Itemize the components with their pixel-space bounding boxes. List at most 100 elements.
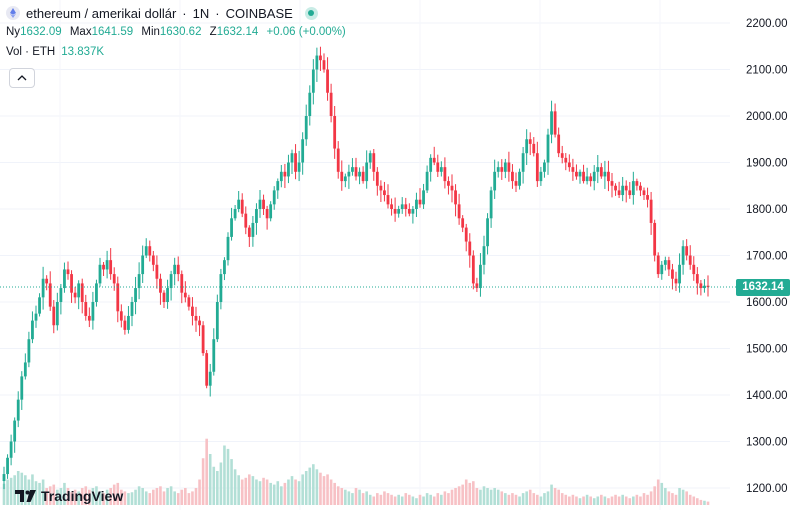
volume-bar [112,484,116,505]
candle-body [13,420,17,442]
candle-body [333,116,337,149]
y-tick-label: 2100.00 [746,65,788,77]
candle-body [255,209,258,223]
candle-body [525,139,529,154]
collapse-legend-button[interactable] [9,68,35,88]
candle-body [80,283,84,302]
low-label: Min [141,26,160,38]
candle-body [127,315,130,330]
candle-body [447,181,450,186]
volume-bar [265,479,269,505]
volume-bar [226,448,230,505]
volume-bar [706,501,710,505]
volume-bar [244,477,248,505]
volume-bar [376,493,379,505]
candle-body [66,269,70,275]
volume-bar [386,493,390,505]
candle-body [688,255,692,265]
candle-body [187,297,191,307]
candle-body [176,264,180,275]
volume-bar [120,489,123,505]
volume-bar [639,496,642,505]
volume-bar [632,496,635,505]
candle-body [607,171,610,182]
candle-body [354,167,358,177]
volume-bar [290,476,294,505]
volume-row: Vol · ETH 13.837K [6,43,351,61]
candle-body [557,134,561,154]
candle-body [279,171,283,182]
volume-bar [255,479,258,505]
interval[interactable]: 1N [192,5,210,21]
candle-body [656,255,660,275]
candle-body [596,167,600,172]
volume-bar [600,494,603,505]
volume-bar [262,477,265,505]
volume-bar [127,493,130,505]
candle-body [329,92,333,116]
candle-body [532,143,536,154]
volume-bar [532,493,536,505]
candle-body [198,320,201,326]
candle-body [571,167,575,172]
volume-bar [667,491,671,505]
candle-body [486,218,489,247]
volume-bar [610,496,614,505]
volume-bar [240,479,244,505]
high-label: Max [69,26,92,38]
volume-bar [496,489,500,505]
volume-bar [205,438,208,505]
volume-bar [674,494,678,505]
symbol-name[interactable]: ethereum / amerikai dollár [26,5,177,21]
volume-bar [688,494,692,505]
candle-body [276,181,280,191]
volume-bar [461,484,464,505]
volume-bar [315,469,319,505]
volume-bar [425,493,429,505]
volume-bar [447,493,450,505]
candle-body [55,302,59,326]
candle-body [621,185,625,196]
volume-bar [2,483,6,505]
candle-body [617,190,621,196]
volume-bar [173,491,176,505]
volume-bar [169,486,173,505]
candle-body [418,199,422,205]
volume-bar [472,481,475,505]
candle-body [635,181,639,186]
volume-bar [6,479,9,505]
candle-body [326,69,329,93]
candle-body [262,199,265,209]
candle-body [432,157,436,163]
candle-body [233,209,237,219]
volume-bar [624,496,628,505]
candle-body [503,162,507,172]
candle-body [98,264,102,284]
volume-bar [130,492,134,505]
volume-bar [77,491,80,505]
candle-body [383,190,386,196]
candle-body [134,288,137,302]
candle-body [646,195,649,200]
volume-bar [24,475,27,505]
market-status-icon[interactable] [304,6,318,20]
volume-bar [578,498,582,505]
candle-body [368,153,372,163]
candle-body [95,283,98,302]
candle-body [443,167,447,182]
volume-bar [312,464,315,505]
candle-body [468,241,472,256]
exchange[interactable]: COINBASE [225,5,293,21]
volume-bar [379,494,383,505]
volume-bar [617,496,621,505]
candle-body [461,218,465,228]
tradingview-logo[interactable]: TradingView [15,488,123,504]
candle-body [247,227,251,237]
y-tick-label: 1500.00 [746,344,788,356]
volume-bar [219,462,223,505]
volume-bar [703,500,706,505]
candle-body [518,171,521,186]
candle-body [41,278,45,298]
candle-body [457,204,461,219]
